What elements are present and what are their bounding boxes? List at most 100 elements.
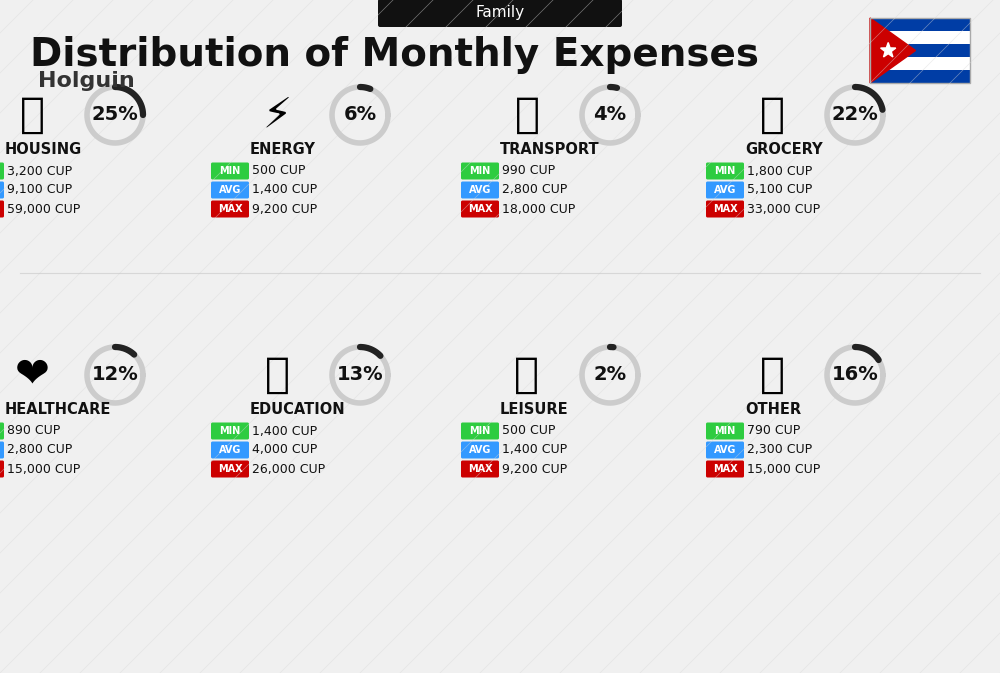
Text: 9,100 CUP: 9,100 CUP (7, 184, 72, 197)
Text: MIN: MIN (714, 426, 736, 436)
FancyBboxPatch shape (706, 460, 744, 478)
Text: 16%: 16% (832, 365, 878, 384)
Text: ENERGY: ENERGY (250, 143, 316, 157)
Text: 1,400 CUP: 1,400 CUP (252, 425, 317, 437)
FancyBboxPatch shape (706, 182, 744, 199)
Text: MAX: MAX (713, 204, 737, 214)
Text: 4,000 CUP: 4,000 CUP (252, 444, 317, 456)
FancyBboxPatch shape (211, 460, 249, 478)
FancyBboxPatch shape (461, 201, 499, 217)
Text: 890 CUP: 890 CUP (7, 425, 60, 437)
Text: EDUCATION: EDUCATION (250, 402, 346, 417)
Text: AVG: AVG (219, 185, 241, 195)
FancyBboxPatch shape (870, 31, 970, 44)
Text: ❤️: ❤️ (15, 354, 49, 396)
FancyBboxPatch shape (461, 460, 499, 478)
Text: 2%: 2% (593, 365, 627, 384)
Text: MIN: MIN (469, 426, 491, 436)
Text: 🛍️: 🛍️ (514, 354, 540, 396)
Polygon shape (870, 18, 916, 83)
FancyBboxPatch shape (870, 18, 970, 31)
Text: 🛒: 🛒 (760, 94, 784, 136)
Text: HEALTHCARE: HEALTHCARE (5, 402, 111, 417)
Text: TRANSPORT: TRANSPORT (500, 143, 600, 157)
FancyBboxPatch shape (211, 182, 249, 199)
Text: MIN: MIN (219, 166, 241, 176)
FancyBboxPatch shape (0, 423, 4, 439)
Text: 🎓: 🎓 (264, 354, 290, 396)
Text: MAX: MAX (218, 204, 242, 214)
FancyBboxPatch shape (706, 162, 744, 180)
Text: 990 CUP: 990 CUP (502, 164, 555, 178)
Text: Family: Family (475, 5, 525, 20)
Text: MIN: MIN (219, 426, 241, 436)
FancyBboxPatch shape (0, 460, 4, 478)
Text: AVG: AVG (469, 445, 491, 455)
Text: 2,800 CUP: 2,800 CUP (7, 444, 72, 456)
FancyBboxPatch shape (211, 423, 249, 439)
Text: MIN: MIN (714, 166, 736, 176)
Text: 6%: 6% (343, 106, 377, 125)
Text: MAX: MAX (468, 204, 492, 214)
Text: 1,400 CUP: 1,400 CUP (252, 184, 317, 197)
Text: 5,100 CUP: 5,100 CUP (747, 184, 812, 197)
Text: 500 CUP: 500 CUP (502, 425, 555, 437)
Text: 💰: 💰 (760, 354, 784, 396)
Text: OTHER: OTHER (745, 402, 801, 417)
Text: 15,000 CUP: 15,000 CUP (747, 462, 820, 476)
Text: 3,200 CUP: 3,200 CUP (7, 164, 72, 178)
Text: 🏢: 🏢 (20, 94, 44, 136)
Polygon shape (881, 42, 896, 57)
FancyBboxPatch shape (378, 0, 622, 27)
Text: 2,800 CUP: 2,800 CUP (502, 184, 567, 197)
Text: 790 CUP: 790 CUP (747, 425, 800, 437)
FancyBboxPatch shape (706, 441, 744, 458)
Text: 9,200 CUP: 9,200 CUP (502, 462, 567, 476)
Text: 25%: 25% (92, 106, 138, 125)
FancyBboxPatch shape (461, 423, 499, 439)
Text: MAX: MAX (218, 464, 242, 474)
Text: 26,000 CUP: 26,000 CUP (252, 462, 325, 476)
Text: 22%: 22% (832, 106, 878, 125)
Text: 1,800 CUP: 1,800 CUP (747, 164, 812, 178)
Text: HOUSING: HOUSING (5, 143, 82, 157)
FancyBboxPatch shape (0, 441, 4, 458)
Text: 13%: 13% (337, 365, 383, 384)
FancyBboxPatch shape (211, 441, 249, 458)
Text: 4%: 4% (593, 106, 627, 125)
Text: MIN: MIN (469, 166, 491, 176)
FancyBboxPatch shape (211, 201, 249, 217)
Text: 9,200 CUP: 9,200 CUP (252, 203, 317, 215)
Text: ⚡: ⚡ (262, 94, 292, 136)
FancyBboxPatch shape (0, 162, 4, 180)
Text: 1,400 CUP: 1,400 CUP (502, 444, 567, 456)
FancyBboxPatch shape (461, 162, 499, 180)
FancyBboxPatch shape (870, 44, 970, 57)
Text: AVG: AVG (469, 185, 491, 195)
Text: 15,000 CUP: 15,000 CUP (7, 462, 80, 476)
Text: 18,000 CUP: 18,000 CUP (502, 203, 575, 215)
FancyBboxPatch shape (706, 423, 744, 439)
Text: LEISURE: LEISURE (500, 402, 569, 417)
FancyBboxPatch shape (870, 70, 970, 83)
Text: AVG: AVG (714, 445, 736, 455)
Text: Distribution of Monthly Expenses: Distribution of Monthly Expenses (30, 36, 759, 74)
Text: AVG: AVG (219, 445, 241, 455)
Text: 500 CUP: 500 CUP (252, 164, 305, 178)
Text: 2,300 CUP: 2,300 CUP (747, 444, 812, 456)
FancyBboxPatch shape (461, 182, 499, 199)
Text: 59,000 CUP: 59,000 CUP (7, 203, 80, 215)
Text: 🚌: 🚌 (514, 94, 540, 136)
FancyBboxPatch shape (706, 201, 744, 217)
Text: Holguin: Holguin (38, 71, 135, 91)
Text: AVG: AVG (714, 185, 736, 195)
FancyBboxPatch shape (211, 162, 249, 180)
Text: MAX: MAX (468, 464, 492, 474)
FancyBboxPatch shape (461, 441, 499, 458)
Text: 33,000 CUP: 33,000 CUP (747, 203, 820, 215)
FancyBboxPatch shape (870, 57, 970, 70)
FancyBboxPatch shape (0, 201, 4, 217)
Text: 12%: 12% (92, 365, 138, 384)
FancyBboxPatch shape (0, 182, 4, 199)
Text: MAX: MAX (713, 464, 737, 474)
